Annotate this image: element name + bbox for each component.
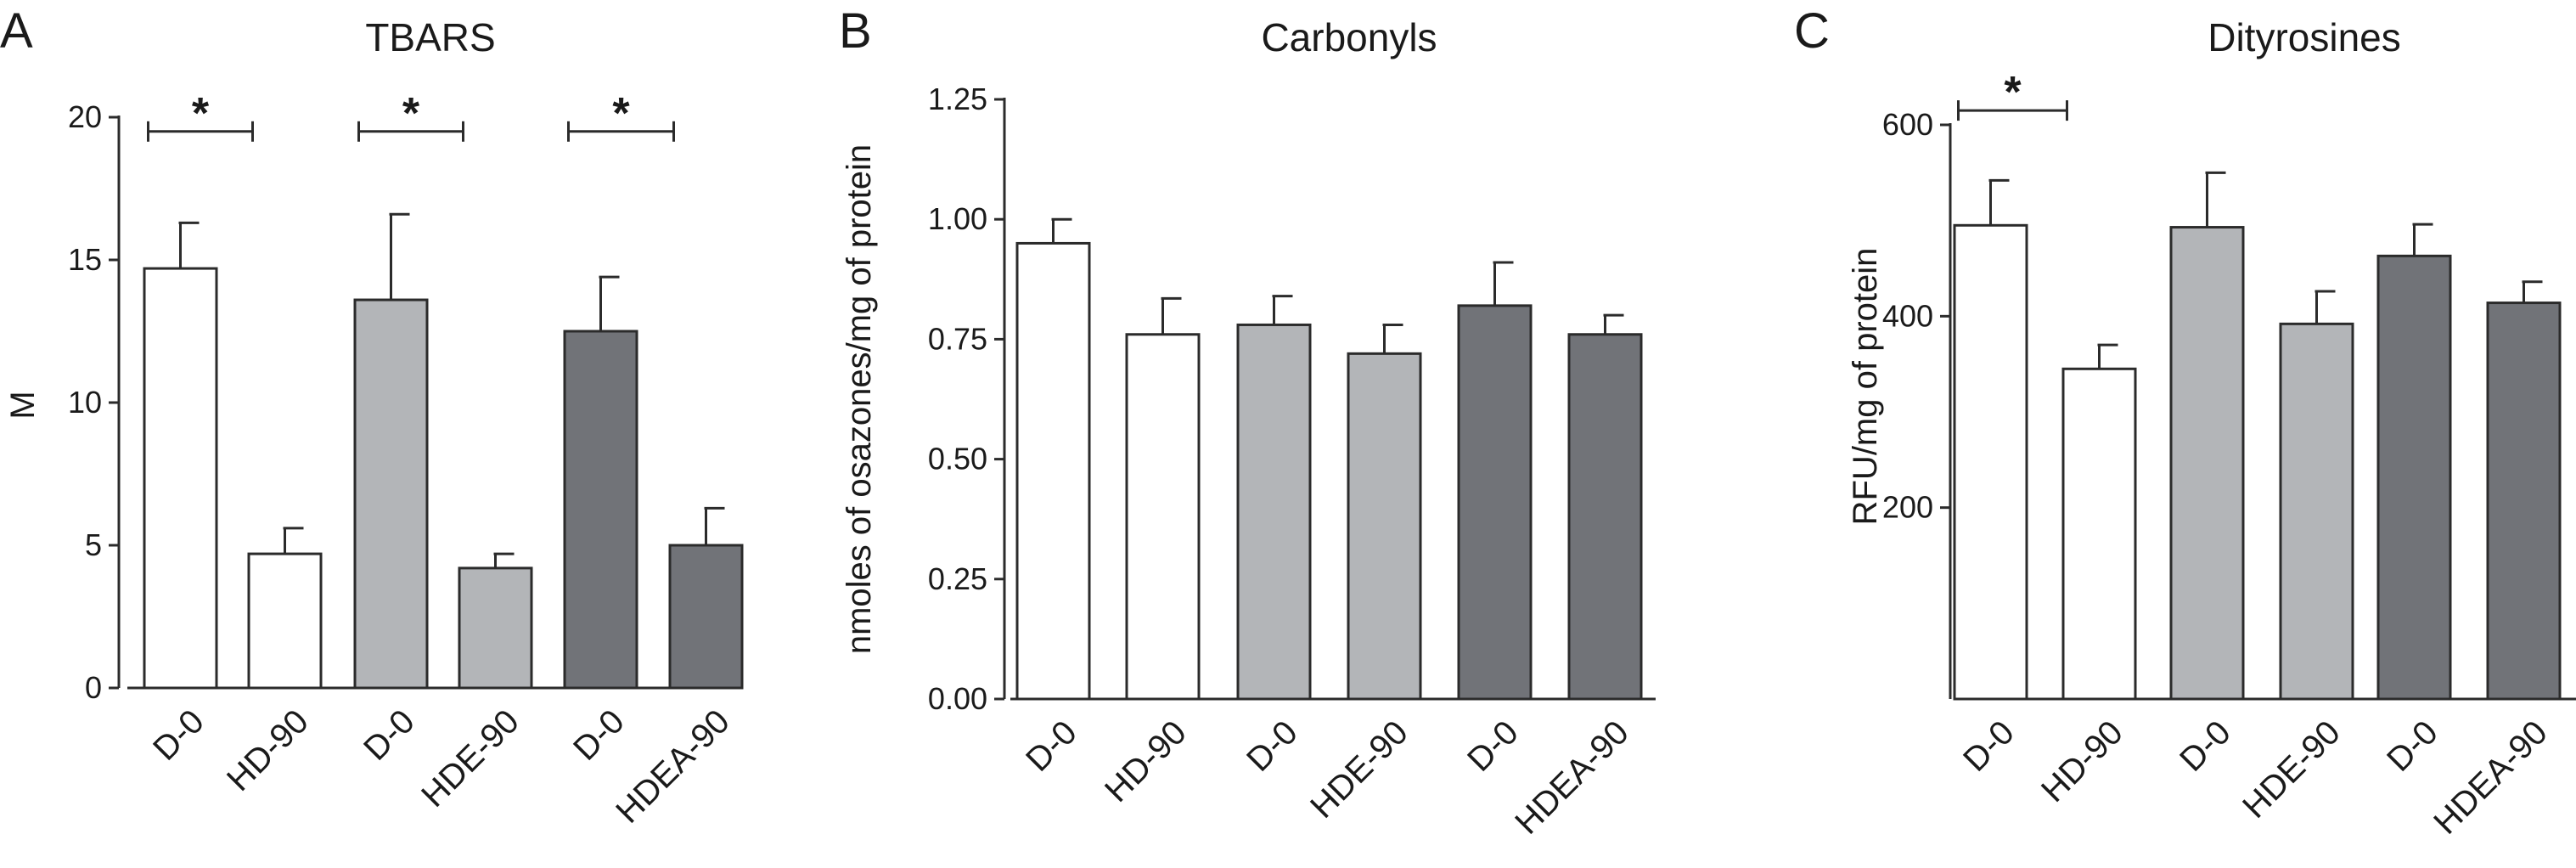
x-tick-label: HDE-90 xyxy=(414,702,526,814)
bar xyxy=(1347,352,1422,701)
x-tick-label: HD-90 xyxy=(1098,713,1194,809)
x-tick-label: D-0 xyxy=(1956,713,2022,779)
y-tick-label: 0.75 xyxy=(928,321,987,356)
y-tick-label: 400 xyxy=(1882,298,1933,333)
bar xyxy=(2169,226,2245,701)
y-axis-label-tbars: M xyxy=(4,391,42,419)
y-tick-label: 0.25 xyxy=(928,561,987,596)
panel-letter-c: C xyxy=(1794,3,1830,59)
significance-star: * xyxy=(2004,68,2022,117)
significance-star: * xyxy=(402,89,420,138)
chart-title-dityrosines: Dityrosines xyxy=(2208,15,2401,59)
x-tick-label: HDEA-90 xyxy=(2427,713,2555,842)
chart-title-tbars: TBARS xyxy=(365,15,495,59)
y-tick-label: 0.50 xyxy=(928,442,987,476)
panel-c: C Dityrosines RFU/mg of protein 200 400 60… xyxy=(1794,3,2576,842)
x-tick-label: HDE-90 xyxy=(2236,713,2348,826)
panel-letter-b: B xyxy=(839,3,872,59)
bar xyxy=(668,544,744,690)
x-tick-label: HDE-90 xyxy=(1303,713,1415,826)
x-tick-label: HD-90 xyxy=(2034,713,2130,809)
y-tick-label: 1.00 xyxy=(928,201,987,236)
y-axis-label-dityrosines: RFU/mg of protein xyxy=(1847,248,1884,526)
bar xyxy=(143,267,218,690)
bar xyxy=(2376,254,2452,701)
y-tick-label: 1.25 xyxy=(928,82,987,116)
y-axis-label-carbonyls: nmoles of osazones/mg of protein xyxy=(841,144,878,654)
y-tick-label: 20 xyxy=(68,99,102,134)
bar xyxy=(353,298,429,690)
y-tick-label: 0 xyxy=(85,670,102,705)
bar xyxy=(2279,322,2354,701)
y-tick-label: 200 xyxy=(1882,490,1933,525)
y-tick-label: 10 xyxy=(68,385,102,420)
bar xyxy=(2061,367,2137,701)
bar xyxy=(1236,323,1312,701)
panel-letter-a: A xyxy=(0,3,33,59)
x-tick-label: D-0 xyxy=(1240,713,1305,779)
x-tick-label: D-0 xyxy=(1460,713,1526,779)
bar xyxy=(1015,241,1091,701)
significance-star: * xyxy=(192,89,210,138)
x-tick-label: D-0 xyxy=(357,702,422,768)
y-tick-label: 15 xyxy=(68,242,102,277)
x-tick-label: HDEA-90 xyxy=(609,702,737,831)
y-tick-label: 0.00 xyxy=(928,681,987,716)
x-tick-label: HD-90 xyxy=(220,702,316,798)
bar xyxy=(247,552,323,690)
significance-star: * xyxy=(612,89,630,138)
x-tick-label: D-0 xyxy=(2380,713,2445,779)
bar xyxy=(458,566,533,690)
bar xyxy=(1567,333,1643,701)
chart-title-carbonyls: Carbonyls xyxy=(1261,15,1437,59)
y-tick-label: 600 xyxy=(1882,107,1933,142)
bar xyxy=(2486,302,2562,701)
x-tick-label: D-0 xyxy=(2173,713,2238,779)
x-tick-label: D-0 xyxy=(1019,713,1084,779)
y-tick-label: 5 xyxy=(85,527,102,562)
x-tick-label: HDEA-90 xyxy=(1508,713,1636,842)
bar xyxy=(1953,223,2028,701)
x-tick-label: D-0 xyxy=(566,702,632,768)
x-tick-label: D-0 xyxy=(146,702,211,768)
bar xyxy=(1125,333,1201,701)
bar xyxy=(563,330,638,690)
bar xyxy=(1457,304,1533,701)
panel-b: B Carbonyls nmoles of osazones/mg of pro… xyxy=(839,3,1656,842)
